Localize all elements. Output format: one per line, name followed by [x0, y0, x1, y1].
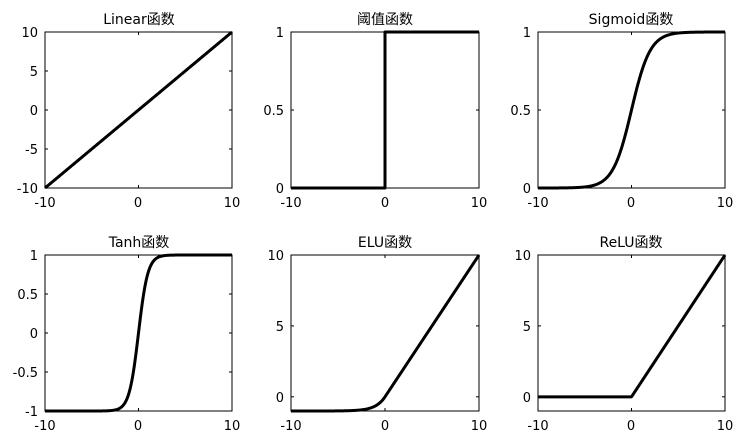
x-tick-label: -10 [527, 196, 548, 211]
y-tick-label: 0.5 [510, 104, 531, 119]
x-tick-label: -10 [34, 196, 55, 211]
x-tick-label: 0 [134, 196, 142, 211]
y-tick-label: 0.5 [17, 288, 38, 303]
y-tick-label: 10 [267, 249, 284, 264]
y-tick-labels: 1 0.5 0 [263, 26, 284, 197]
x-tick-label: 10 [224, 196, 241, 211]
y-tick-labels: 10 5 0 [267, 249, 284, 406]
y-tick-label: 0 [523, 182, 531, 197]
y-tick-label: 5 [523, 320, 531, 335]
axes-box [290, 254, 480, 412]
x-tick-label: 0 [134, 419, 142, 434]
y-tick-label: 10 [21, 26, 38, 41]
series-line [290, 254, 481, 413]
y-tick-label: 0.5 [263, 104, 284, 119]
x-tick-labels: -10 0 10 [280, 419, 487, 434]
y-tick-label: 1 [30, 249, 38, 264]
chart-title: Linear函数 [103, 12, 175, 28]
x-tick-label: -10 [34, 419, 55, 434]
x-tick-label: 10 [717, 196, 734, 211]
series-line [44, 30, 233, 190]
x-tick-labels: -10 0 10 [527, 196, 733, 211]
y-tick-label: 0 [30, 104, 38, 119]
x-tick-label: 10 [224, 419, 241, 434]
tick-marks [44, 31, 233, 189]
x-tick-labels: -10 0 10 [527, 419, 733, 434]
y-tick-label: -1 [25, 405, 38, 420]
series-line [537, 254, 727, 399]
y-tick-label: 1 [523, 26, 531, 41]
chart-title: 阈值函数 [357, 12, 413, 28]
x-tick-label: 10 [471, 419, 488, 434]
x-tick-label: -10 [527, 419, 548, 434]
y-tick-label: -5 [25, 143, 38, 158]
x-tick-label: 0 [627, 196, 635, 211]
chart-panel-linear: Linear函数 10 5 0 -5 -10 -10 0 10 [17, 12, 241, 211]
chart-panel-threshold: 阈值函数 1 0.5 0 -10 0 10 [263, 12, 487, 211]
x-tick-label: -10 [280, 196, 301, 211]
y-tick-labels: 10 5 0 [514, 249, 531, 406]
x-tick-labels: -10 0 10 [280, 196, 487, 211]
series-line [537, 30, 726, 190]
x-tick-labels: -10 0 10 [34, 196, 240, 211]
chart-title: Sigmoid函数 [589, 12, 674, 28]
x-tick-label: -10 [280, 419, 301, 434]
x-tick-label: 0 [381, 196, 389, 211]
chart-panel-elu: ELU函数 10 5 0 -10 0 10 [267, 235, 487, 434]
y-tick-label: 0 [276, 391, 284, 406]
y-tick-label: -0.5 [13, 366, 38, 381]
chart-title: Tanh函数 [108, 235, 170, 251]
y-tick-labels: 1 0.5 0 -0.5 -1 [13, 249, 38, 420]
x-tick-label: 0 [381, 419, 389, 434]
chart-title: ReLU函数 [599, 235, 662, 251]
x-tick-label: 10 [717, 419, 734, 434]
y-tick-label: 0 [523, 391, 531, 406]
series-line [291, 30, 479, 190]
chart-title: ELU函数 [358, 235, 412, 251]
chart-panel-sigmoid: Sigmoid函数 1 0.5 0 -10 0 10 [510, 12, 733, 211]
y-tick-label: 10 [514, 249, 531, 264]
x-tick-labels: -10 0 10 [34, 419, 240, 434]
series-line [44, 253, 233, 413]
x-tick-label: 10 [471, 196, 488, 211]
y-tick-label: 5 [276, 320, 284, 335]
chart-panel-tanh: Tanh函数 1 0.5 0 -0.5 -1 -10 0 10 [13, 235, 241, 434]
y-tick-label: 1 [276, 26, 284, 41]
y-tick-labels: 10 5 0 -5 -10 [17, 26, 38, 197]
axes-box [537, 254, 726, 412]
chart-panel-relu: ReLU函数 10 5 0 -10 0 10 [514, 235, 733, 434]
y-tick-label: 5 [30, 65, 38, 80]
y-tick-label: 0 [30, 327, 38, 342]
x-tick-label: 0 [627, 419, 635, 434]
y-tick-label: 0 [276, 182, 284, 197]
y-tick-labels: 1 0.5 0 [510, 26, 531, 197]
y-tick-label: -10 [17, 182, 38, 197]
